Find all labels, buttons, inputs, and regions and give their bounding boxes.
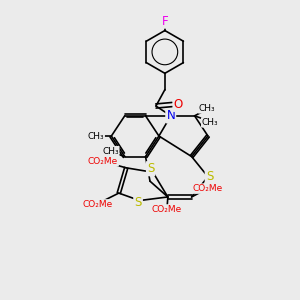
Text: F: F xyxy=(161,14,168,28)
Text: F: F xyxy=(161,14,168,28)
Text: S: S xyxy=(206,170,213,183)
Text: N: N xyxy=(167,109,175,122)
Text: CO₂Me: CO₂Me xyxy=(82,200,112,209)
Text: CH₃: CH₃ xyxy=(202,118,218,127)
Text: O: O xyxy=(174,98,183,111)
Text: CH₃: CH₃ xyxy=(88,131,104,140)
Text: CO₂Me: CO₂Me xyxy=(88,157,118,166)
Text: CH₃: CH₃ xyxy=(199,104,215,113)
Text: S: S xyxy=(206,170,213,183)
Text: S: S xyxy=(134,196,142,208)
Text: S: S xyxy=(147,162,154,175)
Text: CO₂Me: CO₂Me xyxy=(193,184,223,193)
Text: S: S xyxy=(147,162,154,175)
Text: N: N xyxy=(167,109,175,122)
Text: O: O xyxy=(174,98,183,111)
Text: CO₂Me: CO₂Me xyxy=(151,205,181,214)
Text: S: S xyxy=(134,196,142,208)
Text: CH₃: CH₃ xyxy=(102,147,119,156)
